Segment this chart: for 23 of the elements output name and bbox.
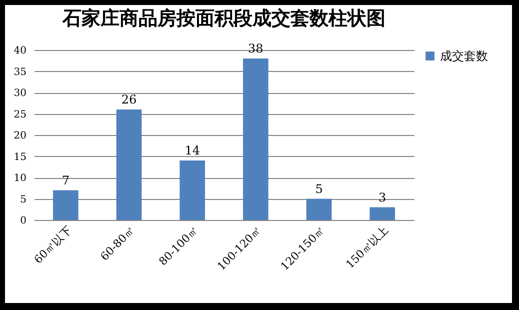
bar	[370, 207, 395, 220]
y-tick-label: 0	[20, 216, 26, 226]
data-label: 14	[184, 144, 200, 158]
data-label: 38	[248, 42, 264, 56]
data-label: 3	[378, 190, 386, 204]
y-tick-label: 40	[14, 46, 26, 56]
y-tick-label: 35	[14, 66, 26, 78]
data-label: 5	[315, 182, 323, 196]
bar	[243, 58, 268, 220]
legend-label: 成交套数	[440, 49, 488, 63]
bar	[306, 198, 332, 220]
y-tick-label: 20	[14, 130, 26, 142]
chart-title: 石家庄商品房按面积段成交套数柱状图	[62, 8, 386, 30]
bar	[180, 160, 205, 220]
data-label: 7	[62, 173, 70, 188]
y-tick-label: 15	[14, 152, 26, 163]
y-tick-label: 30	[14, 88, 26, 99]
data-label: 26	[121, 92, 137, 106]
y-tick-label: 10	[14, 173, 26, 184]
y-tick-label: 5	[20, 194, 26, 206]
y-tick-label: 25	[14, 109, 26, 120]
bar	[116, 110, 142, 220]
bar	[53, 190, 78, 220]
